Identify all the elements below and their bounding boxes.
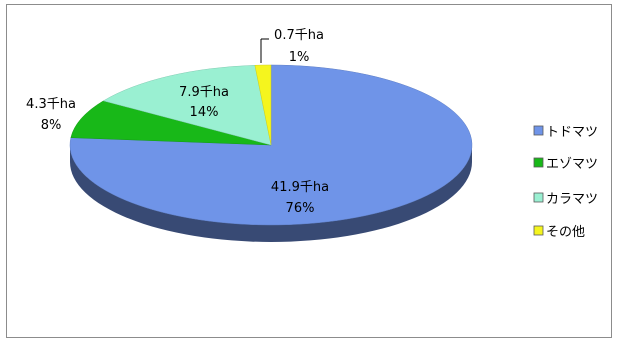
slice-value-label-sonota: 0.7千ha [274, 28, 324, 43]
slice-percent-label-sonota: 1% [289, 50, 310, 65]
pie-side-todomatsu [70, 145, 472, 242]
pie-labels: 41.9千ha 76% 4.3千ha 8% 7.9千ha 14% 0.7千ha … [26, 28, 329, 216]
legend-swatch-sonota [533, 225, 544, 236]
legend-label-karamatsu: カラマツ [546, 192, 598, 207]
legend-label-ezomatsu: エゾマツ [546, 157, 598, 172]
slice-value-label-ezomatsu: 4.3千ha [26, 97, 76, 112]
pie-slice-karamatsu [102, 65, 272, 146]
slice-percent-label-karamatsu: 14% [190, 105, 219, 120]
legend-swatch-todomatsu [533, 125, 544, 136]
legend-swatch-karamatsu [533, 192, 544, 203]
chart-frame: 41.9千ha 76% 4.3千ha 8% 7.9千ha 14% 0.7千ha … [6, 4, 612, 338]
pie-chart: 41.9千ha 76% 4.3千ha 8% 7.9千ha 14% 0.7千ha … [26, 28, 598, 242]
legend-label-todomatsu: トドマツ [546, 125, 598, 140]
slice-percent-label-ezomatsu: 8% [41, 118, 62, 133]
pie-slice-sonota [254, 64, 272, 146]
pie-slice-ezomatsu [70, 100, 272, 146]
legend-swatch-ezomatsu [533, 157, 544, 168]
pie-sides [70, 145, 472, 242]
slice-value-label-todomatsu: 41.9千ha [271, 180, 329, 195]
pie-tops [69, 64, 473, 226]
legend: トドマツ エゾマツ カラマツ その他 [533, 125, 598, 240]
legend-label-sonota: その他 [546, 225, 585, 240]
slice-percent-label-todomatsu: 76% [286, 201, 315, 216]
slice-value-label-karamatsu: 7.9千ha [179, 85, 229, 100]
